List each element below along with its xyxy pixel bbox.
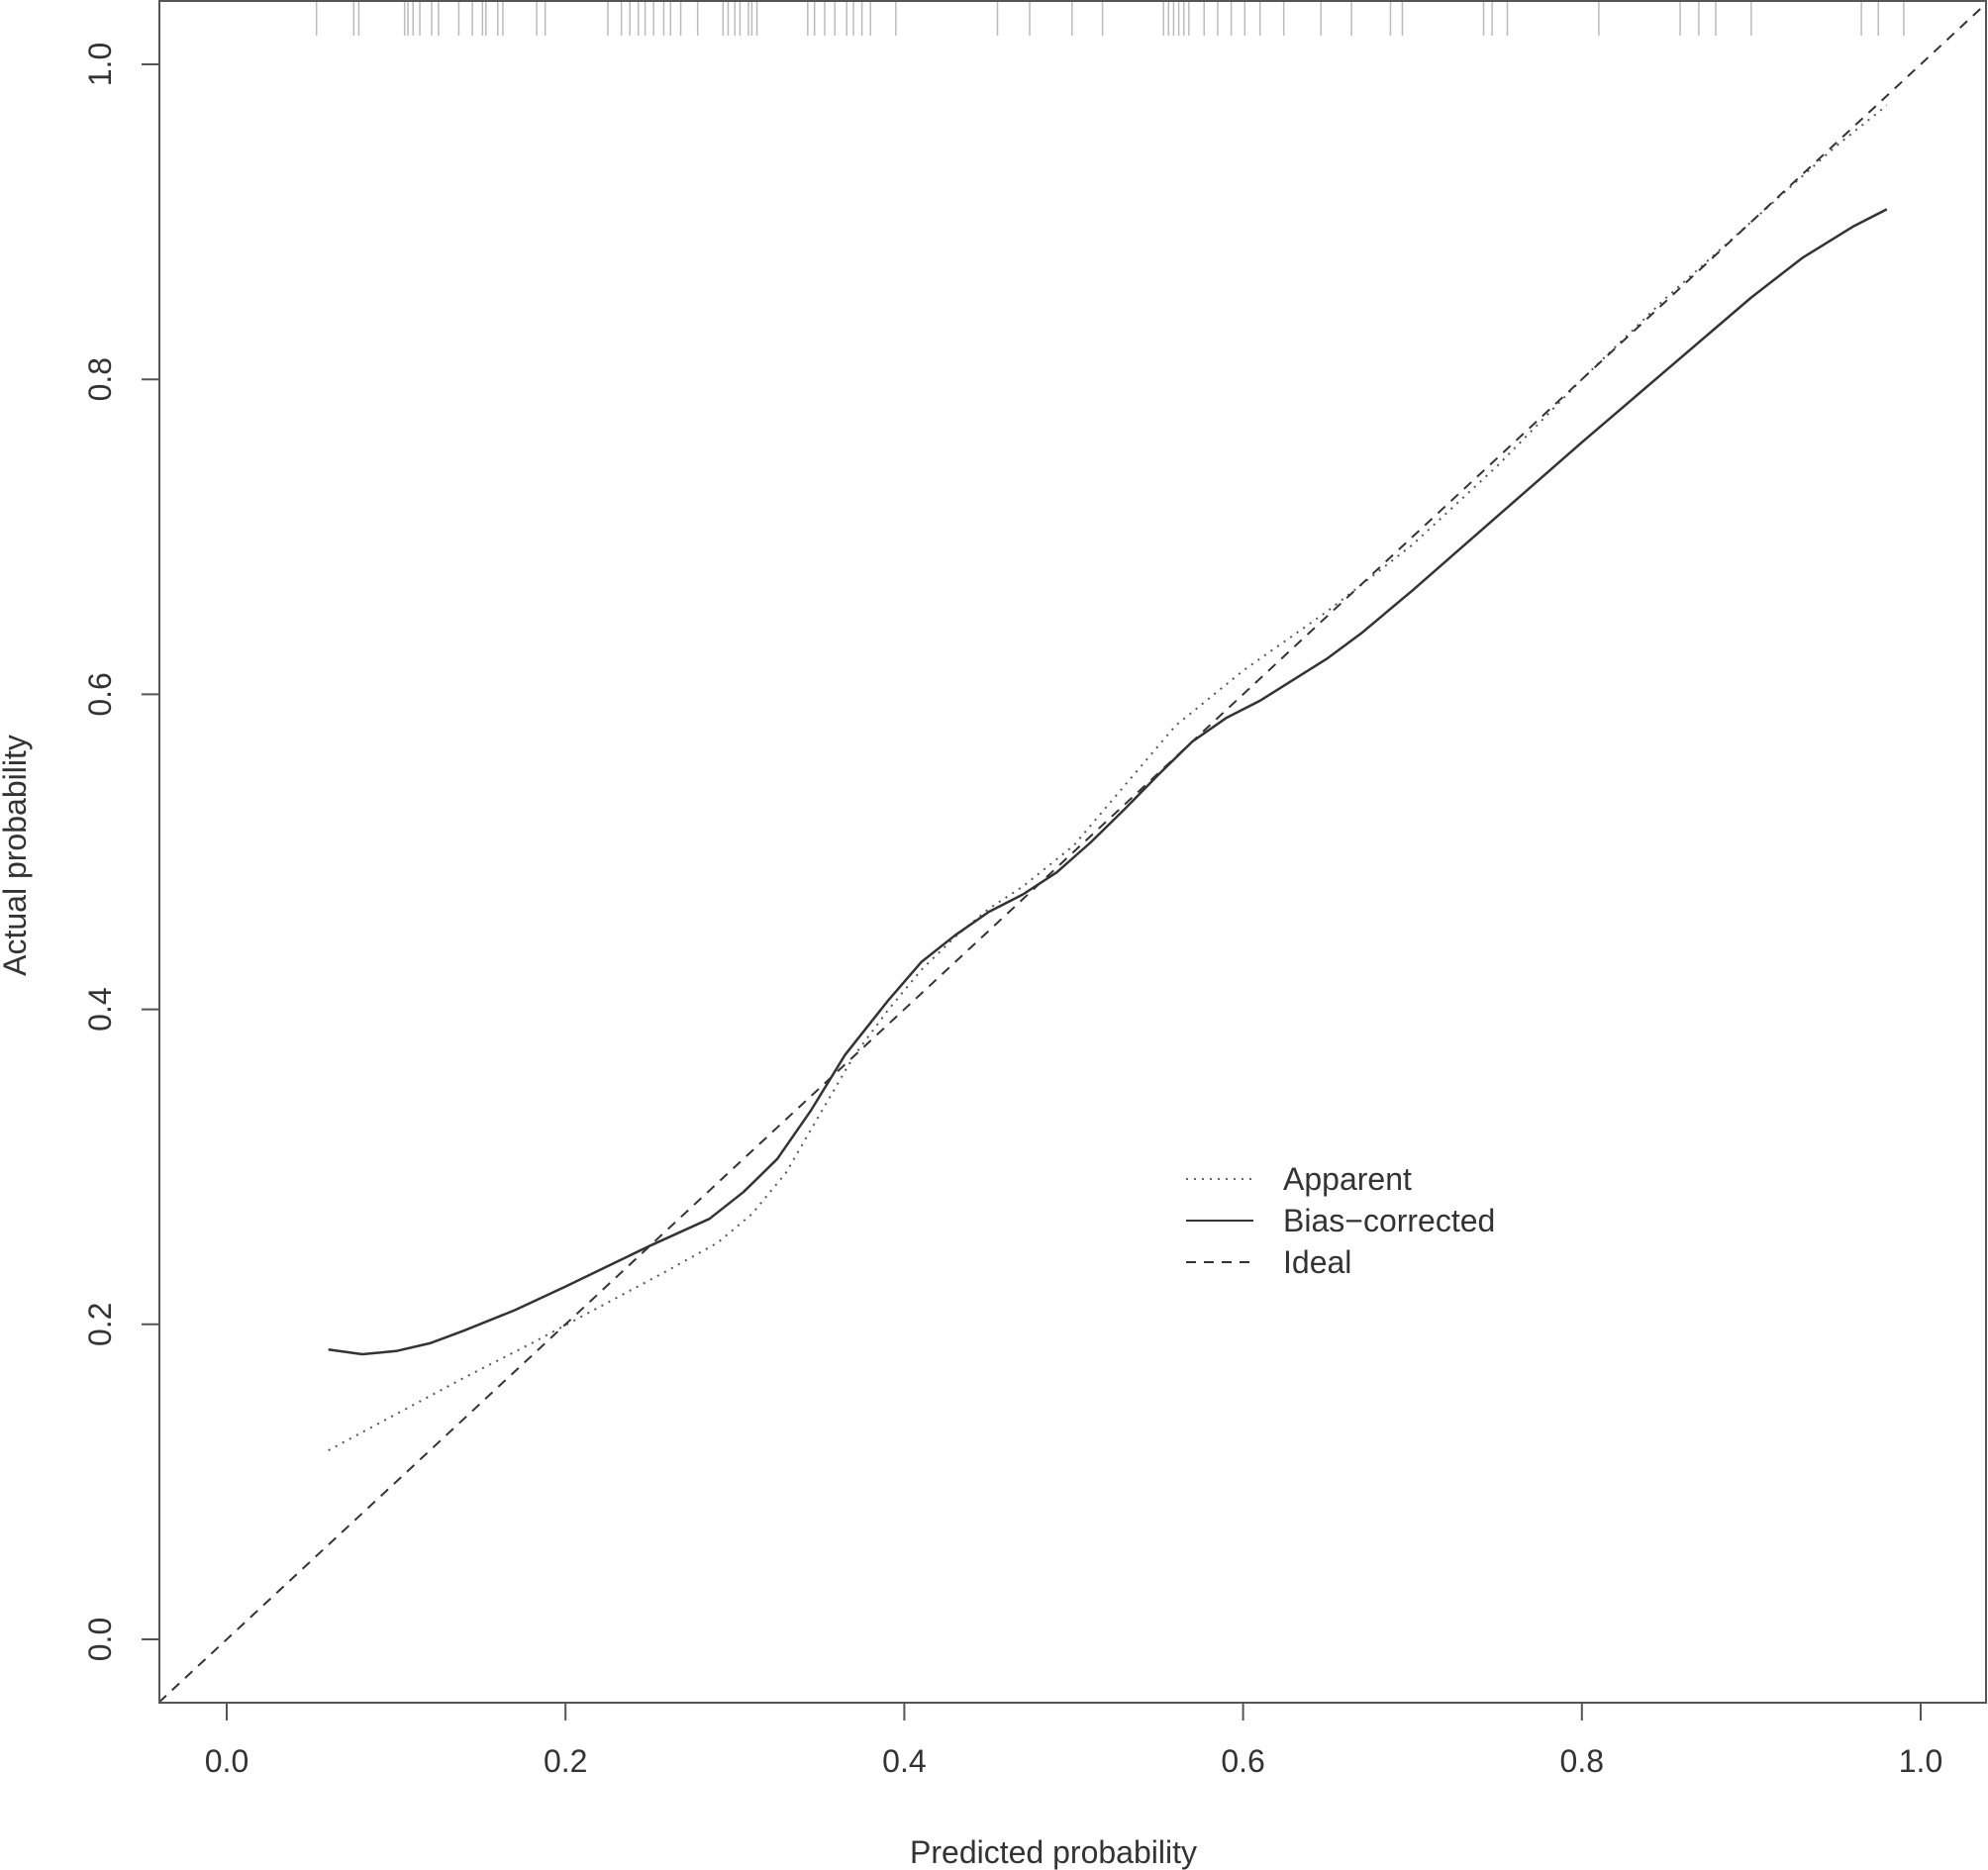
y-axis: 0.0 0.2 0.4 0.6 0.8 1.0	[82, 43, 160, 1661]
series-lines	[159, 2, 1986, 1703]
y-tick-label: 0.0	[82, 1618, 118, 1661]
x-tick-label: 0.6	[1221, 1743, 1264, 1779]
series-line-bias-corrected	[328, 208, 1888, 1356]
x-tick-label: 0.0	[205, 1743, 248, 1779]
legend-label-ideal: Ideal	[1283, 1244, 1351, 1280]
y-tick-label: 0.8	[82, 357, 118, 401]
legend: Apparent Bias−corrected Ideal	[1186, 1161, 1495, 1280]
x-tick-label: 1.0	[1899, 1743, 1942, 1779]
x-tick-label: 0.4	[882, 1743, 926, 1779]
series-line-ideal	[159, 2, 1986, 1703]
rug-marks	[315, 2, 1905, 36]
y-tick-label: 0.4	[82, 987, 118, 1031]
y-tick-label: 1.0	[82, 43, 118, 86]
legend-label-apparent: Apparent	[1283, 1161, 1412, 1197]
x-tick-label: 0.2	[544, 1743, 587, 1779]
x-axis: 0.0 0.2 0.4 0.6 0.8 1.0	[205, 1702, 1942, 1779]
legend-label-bias-corrected: Bias−corrected	[1283, 1203, 1495, 1238]
y-axis-title: Actual probability	[0, 735, 33, 976]
y-tick-label: 0.6	[82, 672, 118, 716]
y-tick-label: 0.2	[82, 1303, 118, 1346]
x-tick-label: 0.8	[1560, 1743, 1604, 1779]
x-axis-title: Predicted probability	[910, 1834, 1197, 1870]
